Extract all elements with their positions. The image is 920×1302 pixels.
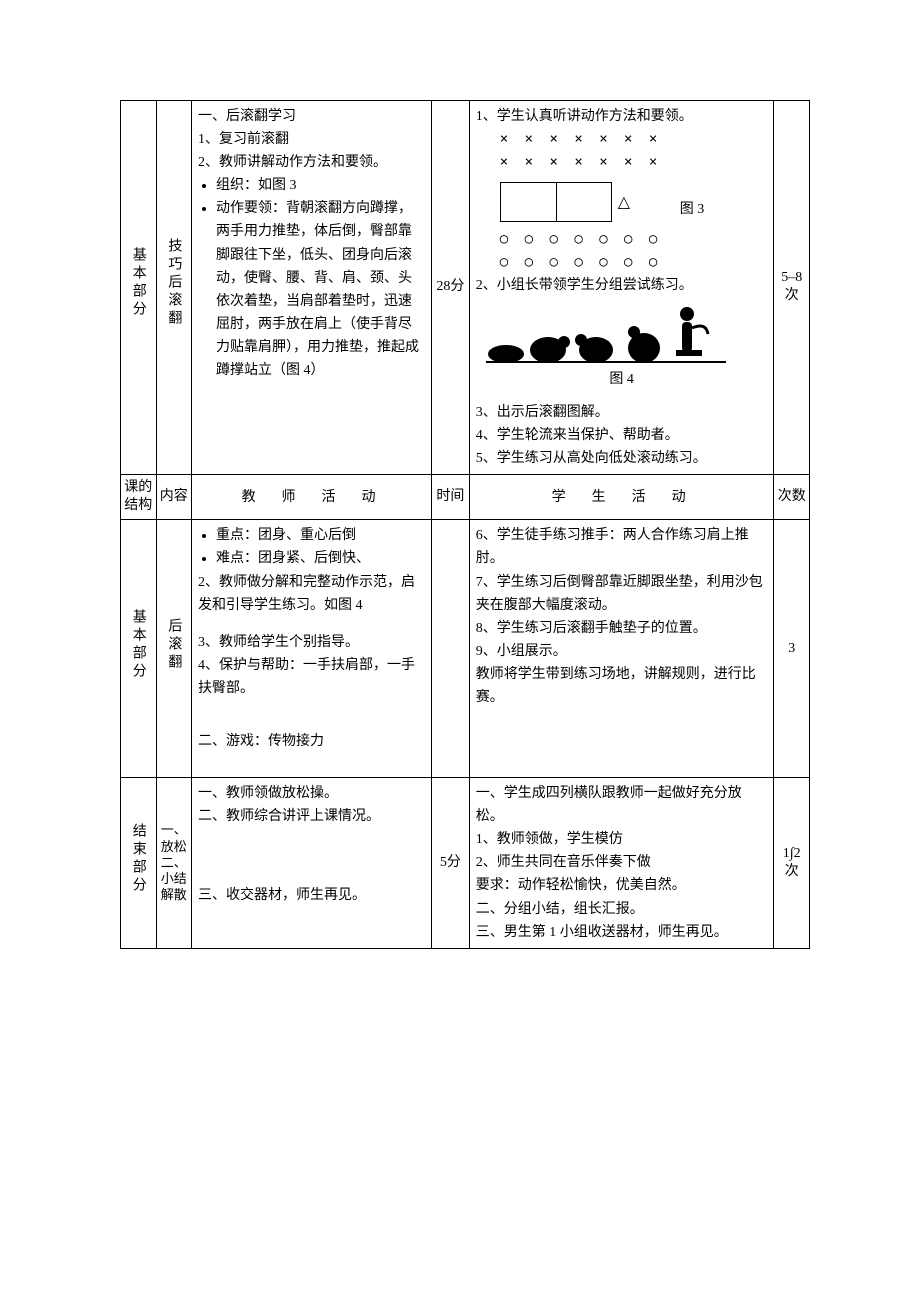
bullet-org: 组织：如图 3 xyxy=(216,174,425,197)
s-line: 二、分组小结，组长汇报。 xyxy=(476,898,768,921)
section-col: 基本部分 xyxy=(121,101,157,475)
section-label: 基本部分 xyxy=(127,247,150,319)
student-col: 6、学生徒手练习推手：两人合作练习肩上推肘。 7、学生练习后倒臀部靠近脚跟坐垫，… xyxy=(469,520,774,778)
figure-3-label: 图 3 xyxy=(680,198,705,221)
section-label: 结束部分 xyxy=(127,823,150,895)
s-line: 3、出示后滚翻图解。 xyxy=(476,401,768,424)
count-label: 1∫2次 xyxy=(783,846,801,879)
s-line: 1、教师领做，学生模仿 xyxy=(476,828,768,851)
formation-o-row: ○ ○ ○ ○ ○ ○ ○ xyxy=(500,228,768,251)
content-1: 一、放松 xyxy=(161,822,187,853)
figure-4-label: 图 4 xyxy=(476,368,768,391)
s-line: 1、学生认真听讲动作方法和要领。 xyxy=(476,105,768,128)
s-line: 7、学生练习后倒臀部靠近脚跟坐垫，利用沙包夹在腹部大幅度滚动。 xyxy=(476,571,768,617)
count-label: 3 xyxy=(788,641,795,656)
hdr-section: 课的结构 xyxy=(121,474,157,519)
student-col: 1、学生认真听讲动作方法和要领。 × × × × × × × × × × × ×… xyxy=(469,101,774,475)
bullet-key: 动作要领：背朝滚翻方向蹲撑，两手用力推垫，体后倒，臀部靠脚跟往下坐，低头、团身向… xyxy=(216,197,425,382)
section-label: 基本部分 xyxy=(127,609,150,681)
content-label: 技巧后滚翻 xyxy=(162,238,185,328)
time-col: 28分 xyxy=(432,101,470,475)
lesson-plan-table: 基本部分 技巧后滚翻 一、后滚翻学习 1、复习前滚翻 2、教师讲解动作方法和要领… xyxy=(120,100,810,949)
s-line: 5、学生练习从高处向低处滚动练习。 xyxy=(476,447,768,470)
t-line: 2、教师讲解动作方法和要领。 xyxy=(198,151,425,174)
s-line: 教师将学生带到练习场地，讲解规则，进行比赛。 xyxy=(476,663,768,709)
s-line: 8、学生练习后滚翻手触垫子的位置。 xyxy=(476,617,768,640)
time-col: 5分 xyxy=(432,778,470,949)
content-label: 后滚翻 xyxy=(162,618,185,672)
t-game: 二、游戏：传物接力 xyxy=(198,730,425,753)
bullet-key-label: 动作要领： xyxy=(216,201,286,216)
s-line: 一、学生成四列横队跟教师一起做好充分放松。 xyxy=(476,782,768,828)
hdr-teacher: 教 师 活 动 xyxy=(192,474,432,519)
teacher-col: 重点：团身、重心后倒 难点：团身紧、后倒快、 2、教师做分解和完整动作示范，启发… xyxy=(192,520,432,778)
figure-4-illustration xyxy=(486,304,726,366)
s-line: 6、学生徒手练习推手：两人合作练习肩上推肘。 xyxy=(476,524,768,570)
t-line: 4、保护与帮助：一手扶肩部，一手扶臀部。 xyxy=(198,654,425,700)
t-title: 一、后滚翻学习 xyxy=(198,105,425,128)
count-label: 5–8次 xyxy=(781,270,802,303)
t-line: 2、教师做分解和完整动作示范，启发和引导学生练习。如图 4 xyxy=(198,571,425,617)
teacher-col: 一、后滚翻学习 1、复习前滚翻 2、教师讲解动作方法和要领。 组织：如图 3 动… xyxy=(192,101,432,475)
figure-3-triangle-icon: △ xyxy=(618,190,630,216)
section-col: 结束部分 xyxy=(121,778,157,949)
row-basic-1: 基本部分 技巧后滚翻 一、后滚翻学习 1、复习前滚翻 2、教师讲解动作方法和要领… xyxy=(121,101,810,475)
s-line: 三、男生第 1 小组收送器材，师生再见。 xyxy=(476,921,768,944)
bullet-focus: 重点：团身、重心后倒 xyxy=(216,524,425,547)
student-col: 一、学生成四列横队跟教师一起做好充分放松。 1、教师领做，学生模仿 2、师生共同… xyxy=(469,778,774,949)
bullet-key-text: 背朝滚翻方向蹲撑，两手用力推垫，体后倒，臀部靠脚跟往下坐，低头、团身向后滚动，使… xyxy=(216,201,419,378)
t-line: 3、教师给学生个别指导。 xyxy=(198,631,425,654)
formation-x-row: × × × × × × × xyxy=(500,151,768,174)
s-line: 2、小组长带领学生分组尝试练习。 xyxy=(476,274,768,297)
content-col: 后滚翻 xyxy=(156,520,192,778)
s-line: 4、学生轮流来当保护、帮助者。 xyxy=(476,424,768,447)
time-label: 28分 xyxy=(436,279,464,294)
count-col: 5–8次 xyxy=(774,101,810,475)
formation-x-row: × × × × × × × xyxy=(500,128,768,151)
header-row: 课的结构 内容 教 师 活 动 时间 学 生 活 动 次数 xyxy=(121,474,810,519)
section-col: 基本部分 xyxy=(121,520,157,778)
content-col: 技巧后滚翻 xyxy=(156,101,192,475)
figure-3-box xyxy=(500,182,612,222)
s-line: 9、小组展示。 xyxy=(476,640,768,663)
content-col: 一、放松 二、小结解散 xyxy=(156,778,192,949)
hdr-content: 内容 xyxy=(156,474,192,519)
s-line: 要求：动作轻松愉快，优美自然。 xyxy=(476,874,768,897)
t-line: 三、收交器材，师生再见。 xyxy=(198,884,425,907)
teacher-col: 一、教师领做放松操。 二、教师综合讲评上课情况。 三、收交器材，师生再见。 xyxy=(192,778,432,949)
s-line: 2、师生共同在音乐伴奏下做 xyxy=(476,851,768,874)
formation-o-row: ○ ○ ○ ○ ○ ○ ○ xyxy=(500,251,768,274)
hdr-time: 时间 xyxy=(432,474,470,519)
hdr-count: 次数 xyxy=(774,474,810,519)
t-line: 1、复习前滚翻 xyxy=(198,128,425,151)
figure-3-diagram: △ 图 3 xyxy=(500,176,768,226)
t-line: 二、教师综合讲评上课情况。 xyxy=(198,805,425,828)
row-end: 结束部分 一、放松 二、小结解散 一、教师领做放松操。 二、教师综合讲评上课情况… xyxy=(121,778,810,949)
count-col: 1∫2次 xyxy=(774,778,810,949)
t-line: 一、教师领做放松操。 xyxy=(198,782,425,805)
hdr-student: 学 生 活 动 xyxy=(469,474,774,519)
time-col xyxy=(432,520,470,778)
time-label: 5分 xyxy=(440,855,461,870)
row-basic-2: 基本部分 后滚翻 重点：团身、重心后倒 难点：团身紧、后倒快、 2、教师做分解和… xyxy=(121,520,810,778)
count-col: 3 xyxy=(774,520,810,778)
bullet-hard: 难点：团身紧、后倒快、 xyxy=(216,547,425,570)
content-2: 二、小结解散 xyxy=(161,855,187,903)
